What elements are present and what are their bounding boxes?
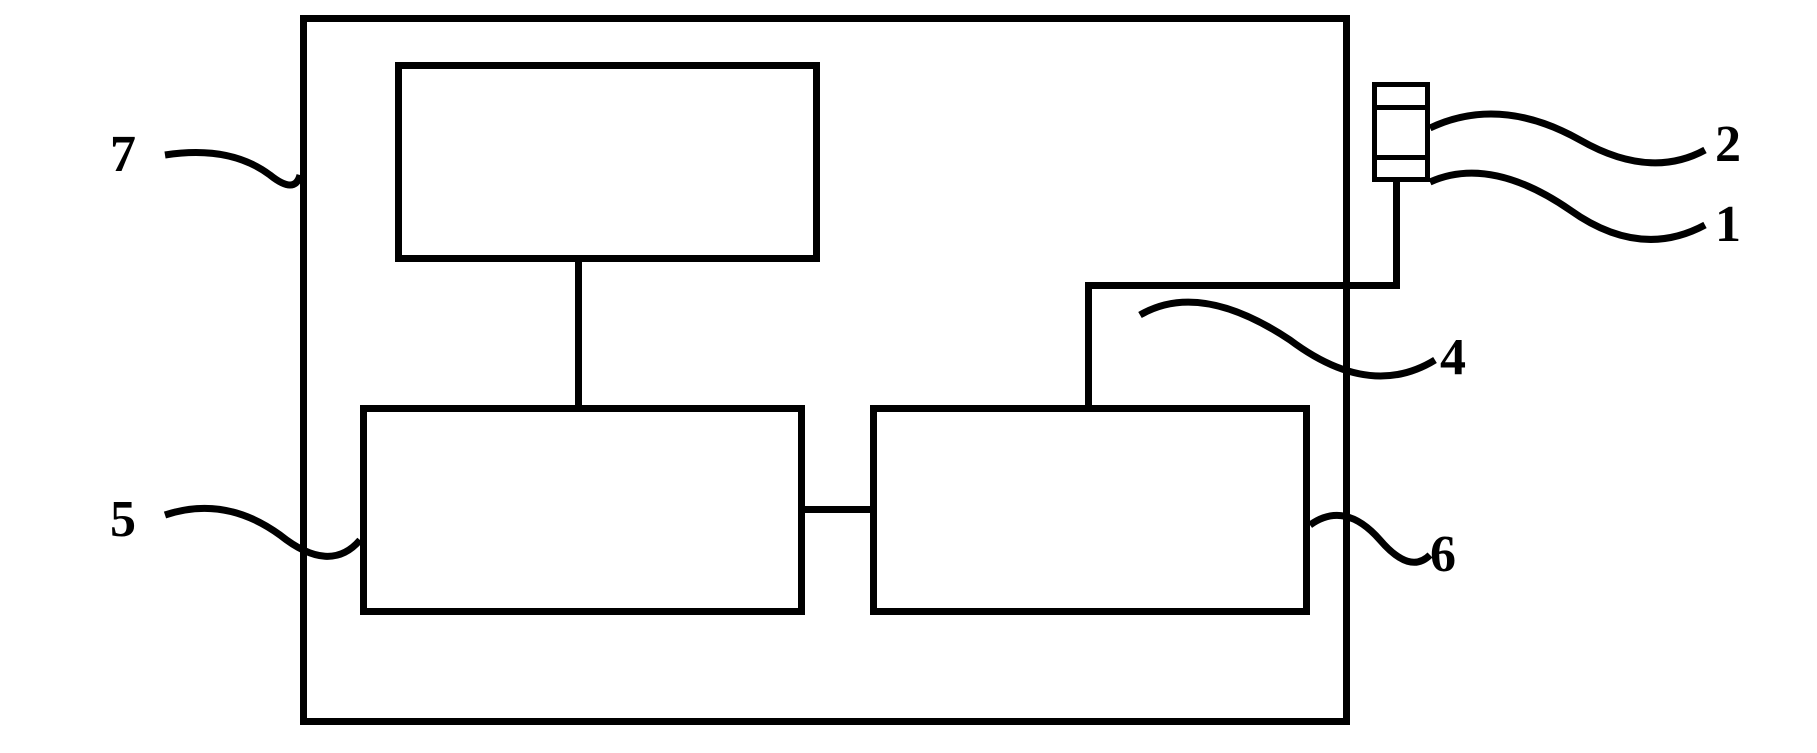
label-7: 7 [110, 125, 136, 184]
label-2: 2 [1715, 115, 1741, 174]
lead-line-6 [0, 0, 1817, 753]
label-1: 1 [1715, 195, 1741, 254]
label-6: 6 [1430, 525, 1456, 584]
block-diagram: 7 5 2 1 4 6 [0, 0, 1817, 753]
label-5: 5 [110, 490, 136, 549]
label-4: 4 [1440, 328, 1466, 387]
